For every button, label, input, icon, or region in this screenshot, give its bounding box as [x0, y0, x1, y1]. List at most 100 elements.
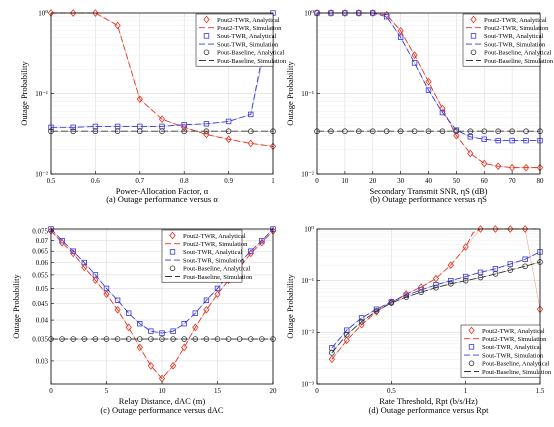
legend-marker	[468, 326, 475, 335]
legend-marker	[470, 15, 477, 24]
legend-marker	[470, 49, 477, 56]
data-point	[433, 284, 439, 291]
legend-box	[460, 324, 541, 378]
data-point	[383, 10, 390, 19]
x-tick-label: 70	[509, 177, 517, 185]
x-axis-label: Power-Allocation Factor, α	[116, 186, 209, 196]
data-point	[137, 320, 143, 327]
data-point	[383, 13, 390, 20]
legend-marker	[169, 249, 176, 255]
legend-marker	[169, 265, 176, 272]
y-tick-label: 10⁻¹	[35, 90, 48, 98]
plot-frame	[316, 228, 541, 385]
y-tick-label: 10⁻¹	[301, 277, 314, 285]
data-point	[329, 350, 335, 356]
data-point	[509, 163, 516, 172]
legend-label: Pout-Baseline, Simulation	[217, 58, 287, 65]
x-tick-label: 15	[214, 387, 222, 395]
data-point	[522, 225, 529, 233]
chart-panel-1: 0.5 0.6 0.7 0.8 0.9 1 10⁻² 10⁻¹ 10⁰ Power-Allocat…	[19, 9, 287, 204]
legend-label: Pout-Baseline, Analytical	[217, 50, 285, 57]
panel-caption: (b) Outage performance versus ηS	[370, 194, 487, 204]
x-tick-label: 20	[270, 387, 278, 395]
legend-label: Sout-TWR, Analytical	[484, 33, 544, 40]
data-point	[522, 263, 528, 270]
data-point	[418, 289, 424, 295]
data-point	[192, 310, 198, 316]
data-point	[439, 109, 446, 116]
y-axis-label: Outage Probability	[11, 274, 21, 339]
data-point	[448, 277, 454, 284]
data-point	[492, 266, 499, 272]
data-point	[462, 273, 469, 280]
data-point	[462, 243, 469, 251]
legend-label: Sout-TWR, Analytical	[482, 344, 542, 351]
data-point	[181, 343, 188, 352]
data-point	[259, 237, 265, 244]
data-point	[114, 297, 121, 303]
data-point	[225, 135, 232, 144]
data-point	[477, 269, 484, 276]
data-point	[81, 259, 87, 266]
y-tick-label: 0.06	[36, 259, 49, 267]
x-axis-label: Rate Threshold, Rpt (b/s/Hz)	[379, 396, 478, 406]
x-tick-label: 50	[453, 177, 461, 185]
legend-label: Sout-TWR, Analytical	[183, 249, 243, 256]
legend-label: Pout-Baseline, Analytical	[482, 361, 550, 368]
data-point	[341, 9, 348, 17]
data-point	[447, 280, 454, 287]
y-tick-label: 0.055	[32, 271, 48, 279]
x-axis-label: Secondary Transmit SNR, ηS (dB)	[369, 186, 487, 196]
y-tick-label: 0.075	[32, 227, 48, 235]
y-tick-label: 10⁻²	[301, 329, 314, 337]
data-point	[492, 271, 499, 277]
legend-marker	[169, 231, 176, 240]
data-point	[522, 256, 528, 262]
legend-label: Pout2-TWR, Analytical	[484, 17, 547, 24]
legend-label: Sout-TWR, Simulation	[183, 257, 245, 264]
legend-label: Pout2-TWR, Analytical	[217, 17, 280, 24]
x-tick-label: 1.5	[536, 387, 545, 395]
data-point	[397, 27, 404, 35]
series-line-4	[331, 251, 541, 349]
x-tick-label: 0.8	[180, 177, 189, 185]
data-point	[453, 131, 460, 140]
data-point	[467, 149, 474, 158]
legend-label: Sout-TWR, Simulation	[482, 352, 544, 359]
legend-label: Pout2-TWR, Simulation	[482, 336, 547, 343]
data-point	[462, 277, 469, 284]
legend-label: Pout-Baseline, Simulation	[484, 58, 554, 65]
x-tick-label: 0	[315, 177, 319, 185]
y-tick-label: 10⁰	[304, 225, 314, 233]
data-point	[522, 163, 530, 172]
data-point	[343, 331, 350, 338]
legend-label: Pout-Baseline, Analytical	[183, 266, 251, 273]
y-axis-label: Outage Probability	[285, 61, 295, 126]
data-point	[169, 361, 177, 370]
data-point	[181, 320, 187, 327]
legend-label: Sout-TWR, Analytical	[217, 33, 277, 40]
data-point	[373, 308, 380, 314]
data-point	[214, 290, 221, 299]
legend-label: Pout2-TWR, Simulation	[217, 25, 282, 32]
data-point	[388, 300, 395, 306]
x-tick-label: 0.5	[387, 387, 396, 395]
data-point	[81, 263, 88, 272]
data-point	[103, 285, 110, 292]
x-tick-label: 10	[341, 177, 349, 185]
x-tick-label: 1	[464, 387, 468, 395]
x-tick-label: 0.7	[135, 177, 144, 185]
data-point	[192, 323, 199, 332]
x-axis-label: Relay Distance, dAC (m)	[119, 396, 206, 406]
data-point	[507, 267, 514, 273]
legend-marker	[468, 344, 475, 350]
series-line-2	[331, 228, 540, 360]
data-point	[447, 261, 454, 269]
legend-label: Pout-Baseline, Simulation	[183, 274, 253, 281]
data-point	[125, 323, 132, 332]
data-point	[433, 282, 439, 288]
chart-panel-2: 0 10 20 30 40 50 60 70 80 10⁻² 10⁻¹ 10⁰ Secondary Tr…	[285, 9, 554, 204]
data-point	[403, 292, 409, 299]
